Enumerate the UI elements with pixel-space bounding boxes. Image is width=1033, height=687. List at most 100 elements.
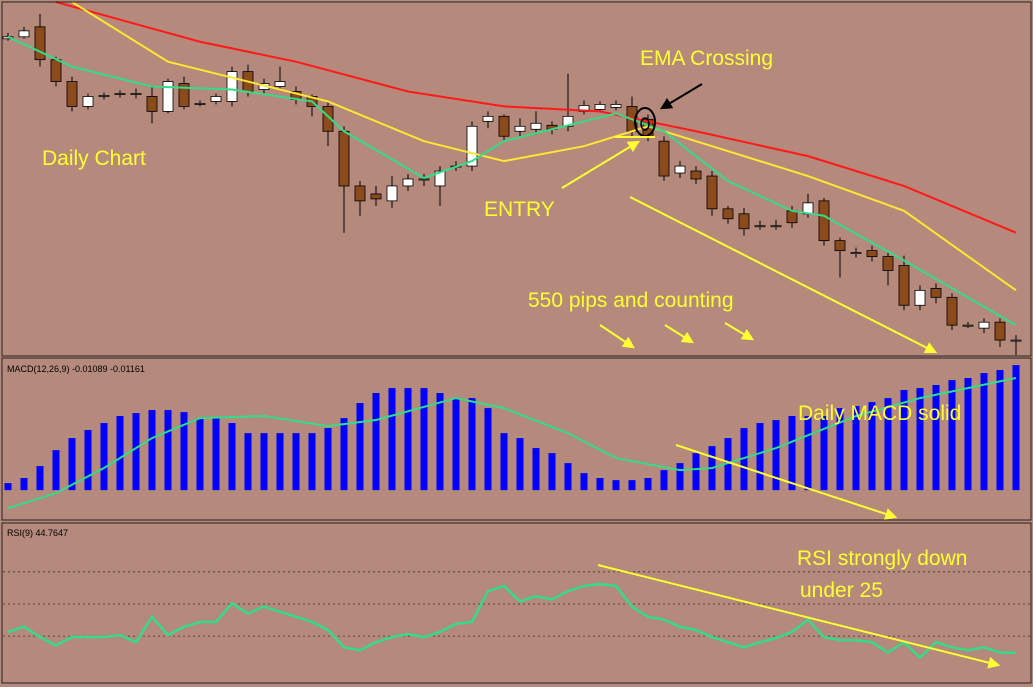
macd-bar: [132, 413, 140, 491]
arrow: [659, 83, 703, 110]
candle-body: [978, 321, 990, 329]
candle-body: [178, 83, 190, 107]
macd-bar: [4, 483, 12, 491]
annotation: Daily MACD solid: [798, 402, 961, 425]
macd-panel-frame: [1, 357, 1032, 521]
arrow: [561, 140, 641, 189]
moving-average: [55, 1, 1017, 234]
macd-bar: [564, 463, 572, 491]
candle-body: [226, 71, 238, 102]
candle-body: [66, 81, 78, 107]
macd-bar: [692, 453, 700, 491]
macd-bar: [996, 370, 1004, 491]
macd-bar: [596, 478, 604, 491]
candle-body: [898, 265, 910, 306]
candle-body: [962, 324, 974, 327]
candle-body: [818, 200, 830, 242]
candle-body: [706, 175, 718, 210]
indicator-label: MACD(12,26,9) -0.01089 -0.01161: [7, 364, 145, 374]
annotation: under 25: [800, 579, 883, 602]
candle-body: [162, 81, 174, 112]
macd-bar: [644, 478, 652, 491]
macd-bar: [772, 420, 780, 491]
arrow: [629, 196, 938, 354]
macd-bar: [244, 433, 252, 491]
candle-body: [754, 225, 766, 228]
macd-bar: [180, 412, 188, 491]
macd-bar: [916, 388, 924, 491]
candle-body: [386, 185, 398, 202]
macd-bar: [452, 398, 460, 491]
macd-bar: [852, 406, 860, 491]
macd-bar: [68, 438, 76, 491]
candle-body: [498, 115, 510, 137]
candle-body: [98, 95, 110, 97]
indicator-label: RSI(9) 44.7647: [7, 528, 68, 538]
candle-body: [850, 252, 862, 254]
macd-bar: [308, 433, 316, 491]
macd-bar: [628, 480, 636, 491]
macd-bar: [804, 416, 812, 491]
price-panel-frame: [1, 1, 1032, 357]
macd-bar: [756, 423, 764, 491]
macd-bar: [100, 423, 108, 491]
candle-body: [946, 296, 958, 326]
signal-line: [7, 377, 1017, 510]
panels: [2, 1, 1030, 660]
arrow: [675, 444, 898, 520]
macd-bar: [868, 402, 876, 491]
candle-body: [482, 115, 494, 122]
rsi-line: [7, 582, 1017, 660]
macd-bar: [164, 410, 172, 491]
candle-body: [514, 125, 526, 132]
candle-body: [322, 106, 334, 132]
candle-body: [530, 122, 542, 130]
rsi-panel-frame: [1, 522, 1032, 684]
candle-body: [786, 210, 798, 224]
macd-bar: [196, 418, 204, 491]
arrow: [597, 564, 1001, 669]
candle-body: [994, 321, 1006, 341]
macd-bar: [276, 433, 284, 491]
annotation: ENTRY: [484, 198, 555, 221]
macd-bar: [292, 433, 300, 491]
candle-body: [610, 104, 622, 108]
candle-body: [594, 104, 606, 110]
macd-bar: [612, 480, 620, 491]
macd-bar: [356, 403, 364, 491]
annotation: Daily Chart: [42, 147, 146, 170]
macd-bar: [964, 377, 972, 491]
macd-bar: [84, 430, 92, 491]
candle-body: [674, 165, 686, 174]
candle-body: [402, 178, 414, 187]
macd-bar: [660, 470, 668, 491]
candle-body: [418, 178, 430, 181]
macd-bar: [500, 433, 508, 491]
macd-bar: [372, 393, 380, 491]
macd-bar: [948, 380, 956, 491]
macd-bar: [836, 408, 844, 491]
macd-bar: [436, 393, 444, 491]
candle-body: [146, 96, 158, 112]
candle-body: [738, 213, 750, 230]
macd-bar: [884, 398, 892, 491]
arrow: [724, 322, 755, 341]
candle-body: [770, 225, 782, 228]
candle-body: [722, 208, 734, 220]
candle-body: [50, 59, 62, 82]
candle-body: [130, 93, 142, 95]
candle-body: [18, 30, 30, 38]
candle-body: [914, 289, 926, 306]
macd-bar: [548, 453, 556, 491]
candle-body: [866, 250, 878, 257]
candle-body: [690, 170, 702, 180]
macd-bar: [324, 428, 332, 491]
candle-body: [338, 130, 350, 187]
macd-bar: [228, 423, 236, 491]
macd-bar: [212, 418, 220, 491]
macd-bar: [788, 416, 796, 491]
candle-body: [194, 103, 206, 105]
macd-bar: [52, 450, 60, 491]
macd-bar: [404, 388, 412, 491]
